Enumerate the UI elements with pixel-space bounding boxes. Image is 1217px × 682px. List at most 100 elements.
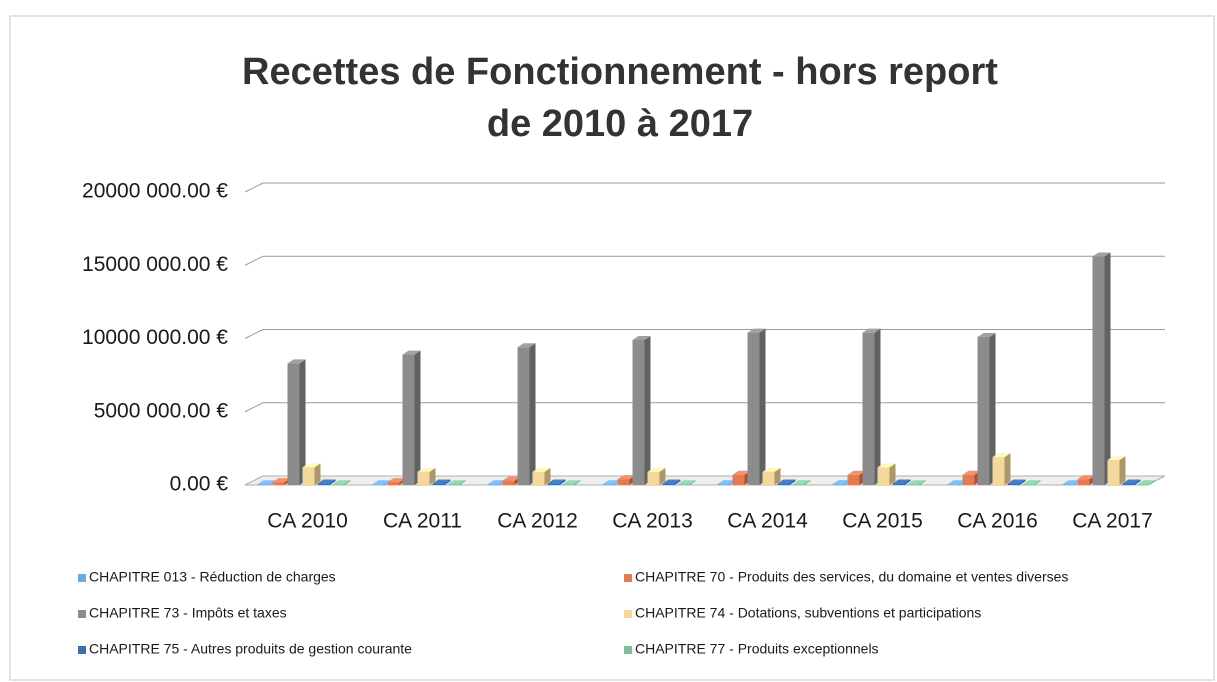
legend-swatch	[78, 646, 86, 654]
y-tick-label: 5000 000.00 €	[94, 399, 229, 422]
bar	[947, 484, 960, 485]
bar-top	[977, 333, 996, 338]
grid-line-depth	[244, 182, 264, 193]
chart-title: de 2010 à 2017	[487, 103, 753, 145]
x-tick-label: CA 2017	[1072, 510, 1153, 533]
bar-top	[617, 475, 636, 480]
legend-swatch	[624, 574, 632, 582]
bar	[777, 483, 790, 485]
legend-swatch	[78, 574, 86, 582]
legend-label: CHAPITRE 70 - Produits des services, du …	[635, 569, 1068, 585]
bar-top	[907, 480, 926, 485]
bar	[732, 474, 745, 485]
bar-top	[257, 480, 276, 485]
bar	[1122, 483, 1135, 485]
bar	[447, 484, 460, 485]
bar	[372, 484, 385, 485]
bar-top	[947, 480, 966, 485]
bar-side	[759, 328, 766, 485]
bar	[747, 332, 760, 485]
bar	[272, 482, 285, 485]
bar-top	[547, 479, 566, 484]
bar-top	[1107, 456, 1126, 461]
bar-top	[487, 480, 506, 485]
bar-side	[1149, 480, 1156, 485]
bar-side	[989, 333, 996, 485]
bar-top	[632, 335, 651, 340]
bar-side	[459, 480, 466, 485]
bar	[907, 484, 920, 485]
bar-side	[444, 479, 451, 485]
bar-top	[1022, 480, 1041, 485]
bar-top	[447, 480, 466, 485]
bar-side	[659, 467, 666, 485]
bar-side	[344, 480, 351, 485]
legend-label: CHAPITRE 77 - Produits exceptionnels	[635, 641, 879, 657]
bar	[302, 467, 315, 485]
bar-top	[1137, 480, 1156, 485]
bar-side	[1019, 479, 1026, 485]
y-tick-label: 10000 000.00 €	[82, 326, 228, 349]
bar-side	[774, 467, 781, 485]
bar-top	[1007, 479, 1026, 484]
grid-line-depth	[244, 329, 264, 339]
bar	[632, 339, 645, 485]
bar	[892, 483, 905, 485]
bar	[502, 480, 515, 485]
bar	[487, 484, 500, 485]
bar-top	[532, 467, 551, 472]
bar-top	[302, 463, 321, 468]
legend-label: CHAPITRE 74 - Dotations, subventions et …	[635, 605, 981, 621]
bar	[992, 457, 1005, 485]
bar	[762, 471, 775, 485]
chart-title: Recettes de Fonctionnement - hors report	[242, 51, 998, 93]
y-tick-label: 15000 000.00 €	[82, 253, 228, 276]
bar-side	[904, 479, 911, 485]
bar	[402, 354, 415, 485]
bar	[562, 484, 575, 485]
bar-top	[402, 350, 421, 355]
bar-top	[877, 463, 896, 468]
bar-top	[732, 470, 751, 475]
bar	[287, 363, 300, 485]
grid-line-depth	[244, 402, 264, 413]
bar-side	[574, 480, 581, 485]
bar	[662, 483, 675, 485]
bar-top	[762, 467, 781, 472]
x-tick-label: CA 2014	[727, 510, 808, 533]
legend-swatch	[78, 610, 86, 618]
bar-side	[919, 480, 926, 485]
bar	[1007, 483, 1020, 485]
bar-top	[432, 479, 451, 484]
bar-side	[1034, 480, 1041, 485]
x-tick-label: CA 2010	[267, 510, 348, 533]
bar	[847, 474, 860, 485]
bar-top	[832, 480, 851, 485]
bar-top	[677, 480, 696, 485]
x-tick-label: CA 2011	[383, 510, 462, 533]
bar-side	[644, 335, 651, 485]
bar	[602, 484, 615, 485]
bar	[317, 483, 330, 485]
bar	[1137, 484, 1150, 485]
bar	[617, 479, 630, 485]
bar	[717, 484, 730, 485]
bar-side	[544, 467, 551, 485]
bar	[877, 467, 890, 485]
chart-border	[9, 15, 1215, 681]
bar-side	[674, 479, 681, 485]
bar	[432, 483, 445, 485]
bar	[257, 484, 270, 485]
bar-top	[272, 478, 291, 483]
bar	[1077, 479, 1090, 485]
bar-side	[1134, 479, 1141, 485]
bar	[532, 471, 545, 485]
bar-top	[662, 479, 681, 484]
bar	[417, 471, 430, 485]
bar-top	[417, 467, 436, 472]
bar	[1107, 460, 1120, 485]
bar-top	[992, 453, 1011, 458]
bar	[387, 482, 400, 485]
bar	[517, 347, 530, 485]
x-tick-label: CA 2015	[842, 510, 923, 533]
